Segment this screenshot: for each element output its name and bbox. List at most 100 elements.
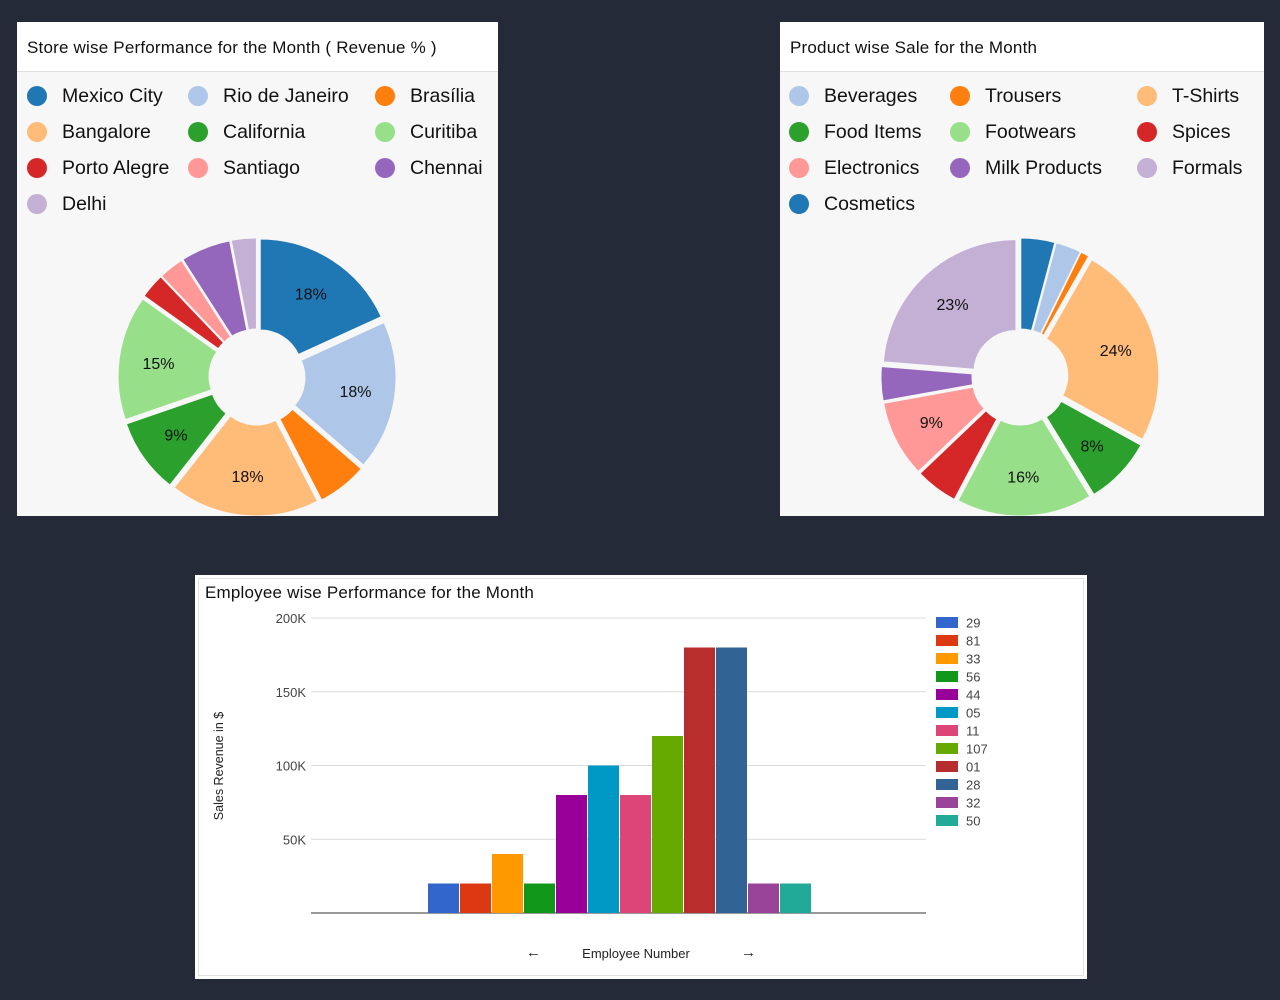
bar-employee-33[interactable] bbox=[492, 854, 523, 913]
legend-swatch bbox=[789, 86, 809, 106]
bar-legend-label-01[interactable]: 01 bbox=[966, 760, 980, 775]
bar-employee-107[interactable] bbox=[652, 736, 683, 913]
legend-swatch bbox=[1137, 122, 1157, 142]
store-slice-bangalore[interactable] bbox=[173, 415, 319, 516]
store-legend-item-rio-de-janeiro[interactable]: Rio de Janeiro bbox=[188, 78, 349, 114]
legend-swatch bbox=[936, 797, 958, 808]
product-slice-trousers[interactable] bbox=[1040, 251, 1090, 336]
legend-swatch bbox=[188, 86, 208, 106]
product-card-title: Product wise Sale for the Month bbox=[780, 22, 1264, 72]
product-slice-t-shirts[interactable] bbox=[1045, 259, 1160, 441]
product-legend-item-formals[interactable]: Formals bbox=[1137, 150, 1242, 186]
next-page-arrow-icon[interactable]: → bbox=[741, 944, 756, 961]
bar-legend-label-56[interactable]: 56 bbox=[966, 670, 980, 685]
legend-label: Milk Products bbox=[985, 156, 1103, 179]
store-legend-item-chennai[interactable]: Chennai bbox=[375, 150, 483, 186]
product-legend-item-cosmetics[interactable]: Cosmetics bbox=[789, 186, 915, 222]
y-axis-label: Sales Revenue in $ bbox=[212, 712, 226, 820]
bar-employee-81[interactable] bbox=[460, 883, 491, 914]
product-slice-milk-products[interactable] bbox=[880, 365, 974, 402]
bar-employee-11[interactable] bbox=[620, 795, 651, 913]
store-legend-item-bangalore[interactable]: Bangalore bbox=[27, 114, 151, 150]
store-slice-chennai[interactable] bbox=[182, 240, 248, 337]
bar-employee-01[interactable] bbox=[684, 647, 715, 914]
store-slice-santiago[interactable] bbox=[160, 259, 232, 343]
bar-employee-56[interactable] bbox=[524, 883, 555, 914]
store-slice-brasilia[interactable] bbox=[279, 408, 362, 501]
bar-legend-label-107[interactable]: 107 bbox=[966, 742, 988, 757]
product-slice-beverages[interactable] bbox=[1032, 242, 1082, 335]
product-legend-item-electronics[interactable]: Electronics bbox=[789, 150, 919, 186]
store-legend-item-santiago[interactable]: Santiago bbox=[188, 150, 300, 186]
product-slice-cosmetics[interactable] bbox=[1020, 237, 1056, 332]
legend-swatch bbox=[789, 194, 809, 214]
prev-page-arrow-icon[interactable]: ← bbox=[526, 944, 541, 961]
bar-legend-label-81[interactable]: 81 bbox=[966, 634, 980, 649]
legend-swatch bbox=[789, 122, 809, 142]
store-legend-item-brasilia[interactable]: Brasília bbox=[375, 78, 475, 114]
legend-swatch bbox=[936, 815, 958, 826]
store-slice-california[interactable] bbox=[125, 393, 227, 486]
product-slice-electronics[interactable] bbox=[883, 386, 985, 473]
bar-legend-label-33[interactable]: 33 bbox=[966, 652, 980, 667]
bar-legend-label-05[interactable]: 05 bbox=[966, 706, 980, 721]
store-legend-item-mexico-city[interactable]: Mexico City bbox=[27, 78, 163, 114]
bar-legend-label-11[interactable]: 11 bbox=[966, 724, 980, 739]
legend-swatch bbox=[375, 122, 395, 142]
bar-legend-label-29[interactable]: 29 bbox=[966, 616, 980, 631]
product-slice-label-t-shirts: 24% bbox=[1100, 343, 1132, 360]
product-slice-food-items[interactable] bbox=[1045, 400, 1142, 496]
product-legend-item-milk-products[interactable]: Milk Products bbox=[950, 150, 1102, 186]
bar-employee-29[interactable] bbox=[428, 883, 459, 914]
legend-swatch bbox=[936, 617, 958, 628]
product-slice-footwears[interactable] bbox=[957, 418, 1091, 516]
legend-label: Delhi bbox=[62, 192, 107, 215]
legend-label: Cosmetics bbox=[824, 192, 916, 215]
product-legend-item-beverages[interactable]: Beverages bbox=[789, 78, 917, 114]
product-legend-item-food-items[interactable]: Food Items bbox=[789, 114, 922, 150]
store-slice-label-bangalore: 18% bbox=[232, 469, 264, 486]
legend-swatch bbox=[936, 653, 958, 664]
product-slice-spices[interactable] bbox=[919, 410, 998, 501]
product-pie-chart: 24% 8% 16% 9% 23% bbox=[880, 237, 1160, 516]
bar-employee-32[interactable] bbox=[748, 883, 779, 914]
legend-label: Mexico City bbox=[62, 84, 163, 107]
legend-label: Formals bbox=[1172, 156, 1243, 179]
bar-legend-label-32[interactable]: 32 bbox=[966, 796, 980, 811]
store-slice-delhi[interactable] bbox=[230, 237, 257, 331]
store-legend-item-porto-alegre[interactable]: Porto Alegre bbox=[27, 150, 169, 186]
legend-label: Curitiba bbox=[410, 120, 478, 143]
product-slice-formals[interactable] bbox=[882, 239, 1017, 370]
store-slice-rio-de-janeiro[interactable] bbox=[293, 321, 397, 466]
bar-legend-label-44[interactable]: 44 bbox=[966, 688, 980, 703]
legend-label: Footwears bbox=[985, 120, 1077, 143]
bar-legend-label-28[interactable]: 28 bbox=[966, 778, 980, 793]
store-slice-curitiba[interactable] bbox=[117, 298, 218, 421]
product-legend-item-footwears[interactable]: Footwears bbox=[950, 114, 1076, 150]
product-sale-card: Product wise Sale for the Month Beverage… bbox=[780, 22, 1264, 516]
product-slice-label-formals: 23% bbox=[937, 297, 969, 314]
bar-employee-05[interactable] bbox=[588, 765, 619, 914]
store-legend-item-california[interactable]: California bbox=[188, 114, 305, 150]
store-legend-item-delhi[interactable]: Delhi bbox=[27, 186, 106, 222]
bar-employee-28[interactable] bbox=[716, 647, 747, 914]
legend-swatch bbox=[936, 707, 958, 718]
legend-swatch bbox=[27, 158, 47, 178]
legend-swatch bbox=[188, 158, 208, 178]
legend-label: Santiago bbox=[223, 156, 300, 179]
product-legend-item-trousers[interactable]: Trousers bbox=[950, 78, 1061, 114]
legend-swatch bbox=[1137, 86, 1157, 106]
store-slice-mexico-city[interactable] bbox=[259, 238, 382, 356]
store-slice-porto-alegre[interactable] bbox=[143, 276, 225, 350]
store-slice-label-california: 9% bbox=[164, 428, 187, 445]
bar-legend-label-50[interactable]: 50 bbox=[966, 814, 980, 829]
bar-employee-44[interactable] bbox=[556, 795, 587, 913]
product-legend-item-t-shirts[interactable]: T-Shirts bbox=[1137, 78, 1239, 114]
legend-swatch bbox=[188, 122, 208, 142]
legend-swatch bbox=[950, 158, 970, 178]
legend-label: Trousers bbox=[985, 84, 1062, 107]
legend-label: Food Items bbox=[824, 120, 922, 143]
bar-employee-50[interactable] bbox=[780, 883, 811, 914]
product-legend-item-spices[interactable]: Spices bbox=[1137, 114, 1231, 150]
store-legend-item-curitiba[interactable]: Curitiba bbox=[375, 114, 477, 150]
